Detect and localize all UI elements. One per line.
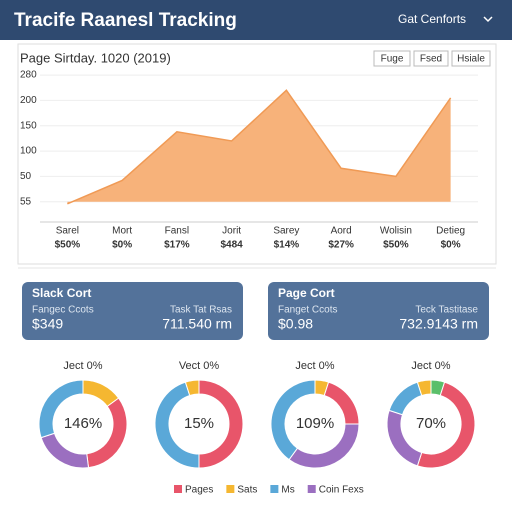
- donut-title: Ject 0%: [295, 360, 334, 372]
- legend-swatch: [270, 485, 279, 493]
- donut-segment: [270, 379, 316, 461]
- card-right-value: 711.540 rm: [162, 316, 232, 332]
- y-tick-label: 280: [20, 70, 37, 81]
- donut-segment: [198, 379, 244, 469]
- donut-segment: [86, 397, 128, 469]
- x-sublabel: $484: [221, 240, 244, 251]
- toggle-button[interactable]: [451, 50, 491, 67]
- y-tick-label: 50: [20, 171, 32, 182]
- card-title: Slack Cort: [32, 286, 91, 300]
- summary-card: [22, 282, 243, 340]
- donut-segment: [416, 379, 432, 397]
- toggle-button[interactable]: [373, 50, 411, 67]
- area-line: [67, 89, 452, 205]
- card-label: Fangec Ccots: [32, 305, 94, 316]
- x-tick-label: Mort: [112, 226, 132, 237]
- header-bar: [0, 0, 512, 40]
- area: [67, 90, 451, 204]
- toggle-label[interactable]: Hsiale: [457, 54, 485, 65]
- x-tick-label: Jorit: [222, 226, 241, 237]
- card-right-label: Teck Tastitase: [415, 305, 478, 316]
- summary-card: [268, 282, 489, 340]
- x-sublabel: $50%: [383, 240, 409, 251]
- header-title: Tracife Raanesl Tracking: [14, 10, 237, 31]
- card-value: $0.98: [278, 316, 313, 332]
- x-tick-label: Wolisin: [380, 226, 412, 237]
- x-sublabel: $50%: [55, 240, 81, 251]
- donut-title: Ject 0%: [63, 360, 102, 372]
- card-label: Fanget Ccots: [278, 305, 337, 316]
- legend-label: Sats: [237, 485, 257, 496]
- x-tick-label: Sarel: [56, 226, 79, 237]
- x-sublabel: $0%: [441, 240, 461, 251]
- donut-title: Vect 0%: [179, 360, 220, 372]
- x-tick-label: Detieg: [436, 226, 465, 237]
- legend-label: Ms: [281, 485, 294, 496]
- donut-center: 109%: [296, 415, 334, 432]
- donut-center: 15%: [184, 415, 214, 432]
- y-tick-label: 200: [20, 95, 37, 106]
- legend-swatch: [307, 485, 316, 493]
- card-title: Page Cort: [278, 286, 335, 300]
- x-sublabel: $17%: [164, 240, 190, 251]
- y-tick-label: 100: [20, 146, 37, 157]
- legend-label: Pages: [185, 485, 213, 496]
- x-tick-label: Aord: [331, 226, 352, 237]
- donut-title: Ject 0%: [411, 360, 450, 372]
- donut-segment: [38, 379, 84, 439]
- x-tick-label: Fansl: [165, 226, 189, 237]
- toggle-button[interactable]: [413, 50, 449, 67]
- legend-label: Coin Fexs: [319, 485, 364, 496]
- x-tick-label: Sarey: [273, 226, 299, 237]
- x-sublabel: $14%: [274, 240, 300, 251]
- card-right-label: Task Tat Rsas: [170, 305, 232, 316]
- donut-segment: [388, 381, 423, 416]
- toggle-label[interactable]: Fuge: [381, 54, 404, 65]
- x-sublabel: $0%: [112, 240, 132, 251]
- y-tick-label: 55: [20, 196, 32, 207]
- legend-swatch: [174, 485, 182, 493]
- header-menu[interactable]: Gat Cenforts: [398, 12, 466, 26]
- chevron[interactable]: [483, 16, 493, 23]
- toggle-label[interactable]: Fsed: [420, 54, 442, 65]
- donut-segment: [40, 432, 90, 469]
- card-right-value: 732.9143 rm: [399, 316, 478, 332]
- donut-center: 146%: [64, 415, 102, 432]
- y-tick-label: 150: [20, 120, 37, 131]
- card-value: $349: [32, 316, 63, 332]
- donut-segment: [184, 379, 200, 397]
- donut-center: 70%: [416, 415, 446, 432]
- panel-title: Page Sirtday. 1020 (2019): [20, 50, 171, 65]
- legend-swatch: [226, 485, 235, 493]
- x-sublabel: $27%: [328, 240, 354, 251]
